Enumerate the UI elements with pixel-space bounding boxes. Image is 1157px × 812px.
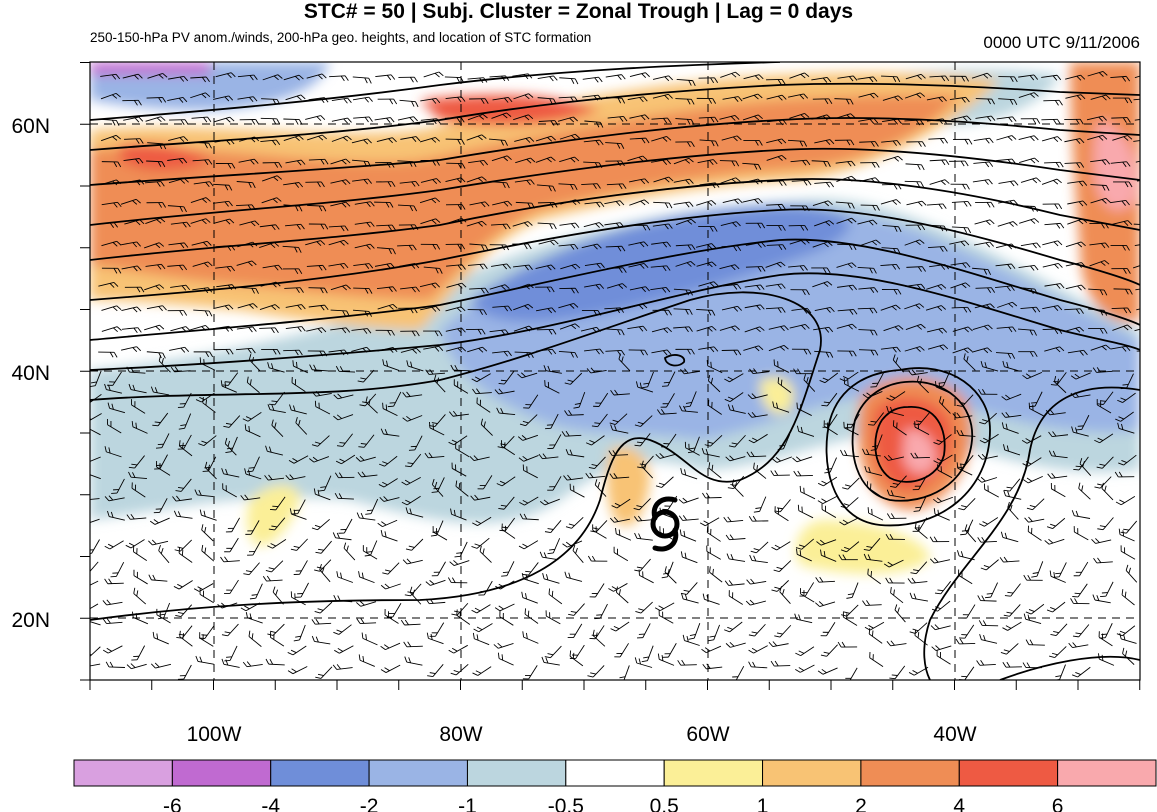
valid-time-label: 0000 UTC 9/11/2006: [983, 33, 1140, 52]
tropical-cyclone-icon: [650, 496, 680, 552]
lat-label-40n: 40N: [11, 362, 50, 385]
lon-label-100w: 100W: [187, 723, 242, 746]
map-field: [90, 62, 1140, 680]
colorbar-swatch: [663, 759, 764, 787]
colorbar-label: -2: [360, 795, 379, 812]
colorbar-swatch: [270, 759, 370, 787]
axis-ticks: [80, 62, 1141, 690]
lon-label-60w: 60W: [686, 723, 729, 746]
colorbar-swatch: [466, 759, 567, 787]
latlon-grid: [90, 62, 1140, 680]
chart-subtitle: 250-150-hPa PV anom./winds, 200-hPa geo.…: [90, 30, 592, 45]
colorbar-label: 4: [953, 795, 965, 812]
colorbar: -6 -4 -2 -1 -0.5 0.5 1 2 4 6: [73, 759, 1157, 812]
colorbar-swatch: [73, 759, 173, 787]
lat-label-60n: 60N: [11, 115, 50, 138]
colorbar-label: -1: [458, 795, 477, 812]
colorbar-swatch: [860, 759, 960, 787]
colorbar-label: -4: [261, 795, 280, 812]
colorbar-label: -0.5: [548, 795, 584, 812]
colorbar-label: 1: [757, 795, 769, 812]
colorbar-label: 2: [855, 795, 867, 812]
colorbar-label: 6: [1052, 795, 1064, 812]
lon-label-80w: 80W: [439, 723, 482, 746]
colorbar-swatch: [368, 759, 468, 787]
colorbar-swatch: [762, 759, 862, 787]
geopotential-height-contours: [90, 62, 1140, 680]
lat-label-20n: 20N: [11, 609, 50, 632]
chart-title: STC# = 50 | Subj. Cluster = Zonal Trough…: [303, 0, 854, 23]
colorbar-swatch: [1057, 759, 1157, 787]
colorbar-swatch: [171, 759, 272, 787]
colorbar-label: 0.5: [650, 795, 679, 812]
colorbar-swatch: [565, 759, 665, 787]
colorbar-label: -6: [163, 795, 182, 812]
lon-label-40w: 40W: [933, 723, 976, 746]
colorbar-swatch: [958, 759, 1059, 787]
